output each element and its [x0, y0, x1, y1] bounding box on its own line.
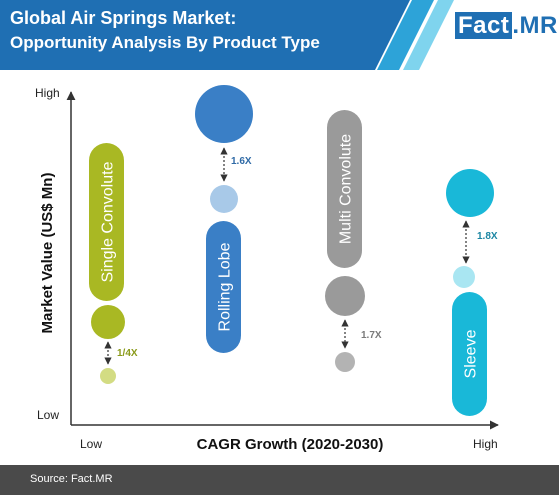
source-note: Source: Fact.MR	[30, 473, 113, 485]
bubble-large	[446, 169, 494, 217]
y-axis-title: Market Value (US$ Mn)	[39, 173, 56, 334]
category-label: Multi Convolute	[338, 134, 355, 244]
bubble-small	[210, 185, 238, 213]
category-pill	[327, 110, 362, 268]
y-tick-low: Low	[37, 408, 59, 422]
bubble-large	[195, 85, 253, 143]
bubble-large	[91, 305, 125, 339]
ratio-label: 1.7X	[361, 330, 382, 341]
category-pill	[206, 221, 241, 353]
group-rolling-lobe: Rolling Lobe 1.6X	[195, 85, 253, 353]
group-multi-convolute: Multi Convolute 1.7X	[325, 110, 382, 372]
y-tick-high: High	[35, 86, 60, 100]
bubble-small	[335, 352, 355, 372]
x-tick-low: Low	[80, 437, 102, 451]
header-stripe-light	[403, 0, 454, 70]
header-band	[0, 0, 410, 70]
category-pill	[89, 143, 124, 301]
category-label: Rolling Lobe	[217, 242, 234, 331]
header-stripe-mid	[377, 0, 434, 70]
category-label: Single Convolute	[100, 161, 117, 282]
logo-fact: Fact	[455, 12, 513, 39]
footer: Source: Fact.MR	[0, 465, 559, 495]
x-tick-high: High	[473, 437, 498, 451]
bubble-small	[100, 368, 116, 384]
bubble-groups: Single Convolute 1/4X Rolling Lobe 1.6X Mult…	[89, 85, 498, 416]
ratio-label: 1.6X	[231, 156, 252, 167]
category-label: Sleeve	[463, 329, 480, 378]
header-banner: Global Air Springs Market: Opportunity A…	[0, 0, 559, 70]
category-pill	[452, 292, 487, 416]
bubble-large	[325, 276, 365, 316]
chart-title: Global Air Springs Market:	[10, 8, 237, 28]
ratio-label: 1.8X	[477, 231, 498, 242]
ratio-label: 1/4X	[117, 348, 138, 359]
factmr-logo: Fact .MR	[455, 12, 558, 40]
bubble-small	[453, 266, 475, 288]
chart-subtitle: Opportunity Analysis By Product Type	[10, 33, 320, 52]
group-sleeve: Sleeve 1.8X	[446, 169, 498, 416]
x-axis-title: CAGR Growth (2020-2030)	[197, 436, 384, 453]
bubble-chart: High Low Low High CAGR Growth (2020-2030…	[35, 85, 499, 453]
logo-mr: .MR	[512, 12, 558, 39]
group-single-convolute: Single Convolute 1/4X	[89, 143, 138, 384]
